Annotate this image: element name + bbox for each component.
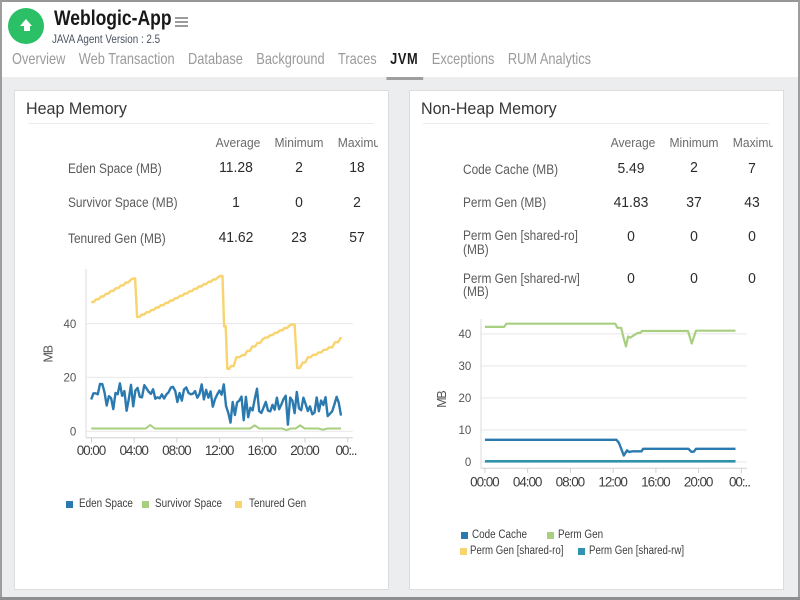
- svg-text:00:00: 00:00: [77, 443, 107, 458]
- svg-text:12:00: 12:00: [598, 474, 628, 489]
- svg-text:10: 10: [459, 425, 472, 437]
- svg-text:16:00: 16:00: [248, 443, 277, 458]
- svg-text:20:00: 20:00: [290, 443, 320, 458]
- svg-text:0: 0: [70, 427, 76, 439]
- svg-text:20:00: 20:00: [684, 474, 714, 489]
- svg-text:16:00: 16:00: [641, 474, 671, 489]
- svg-text:08:00: 08:00: [162, 443, 192, 458]
- svg-text:04:00: 04:00: [513, 474, 543, 489]
- svg-text:12:00: 12:00: [205, 443, 235, 458]
- svg-text:04:00: 04:00: [119, 443, 149, 458]
- svg-text:0: 0: [465, 457, 471, 469]
- svg-text:08:00: 08:00: [556, 474, 586, 489]
- svg-text:30: 30: [459, 361, 472, 373]
- svg-text:40: 40: [64, 319, 77, 331]
- svg-text:40: 40: [459, 329, 472, 341]
- svg-text:MB: MB: [42, 345, 56, 363]
- svg-text:20: 20: [459, 393, 472, 405]
- svg-text:00:00: 00:00: [470, 474, 500, 489]
- svg-text:MB: MB: [435, 390, 449, 408]
- svg-text:00:..: 00:..: [729, 474, 751, 489]
- svg-text:00:..: 00:..: [336, 443, 358, 458]
- svg-text:20: 20: [64, 373, 77, 385]
